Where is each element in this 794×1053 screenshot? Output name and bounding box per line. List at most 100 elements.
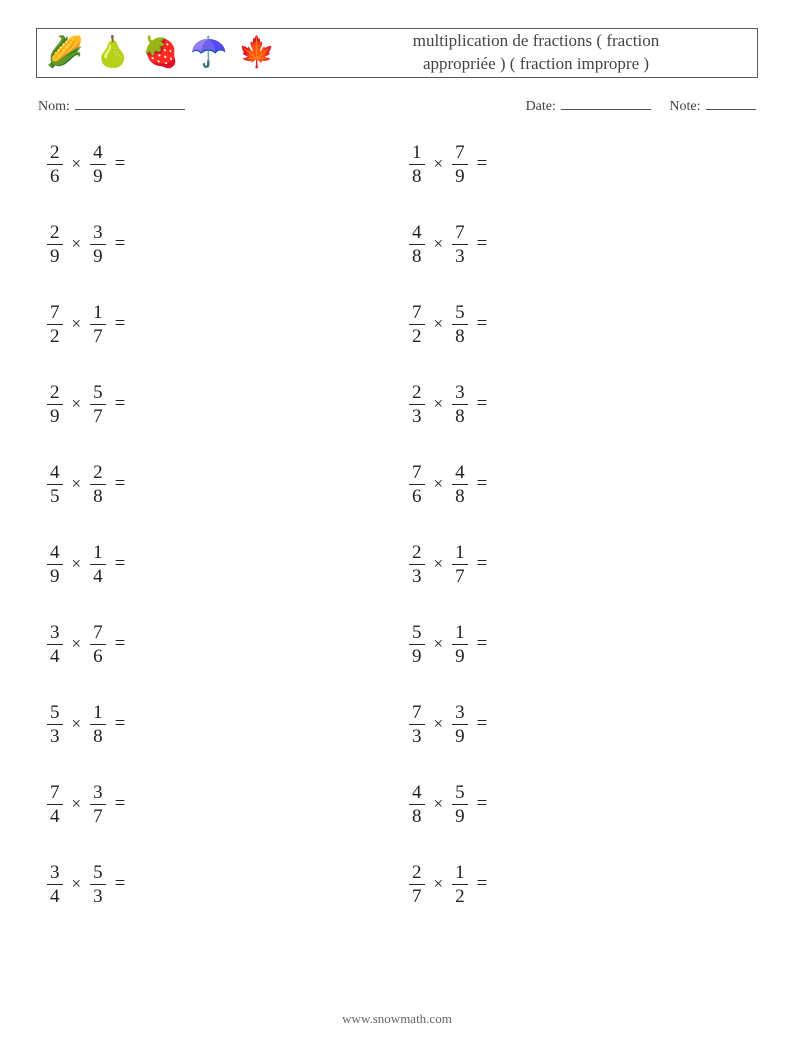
equals-sign: =: [477, 473, 488, 495]
problem: 49×14=: [44, 541, 396, 587]
corn-icon: 🌽: [47, 35, 83, 71]
numerator: 5: [47, 703, 63, 724]
fraction: 28: [90, 463, 106, 506]
worksheet-page: 🌽 🍐 🍓 ☂️ 🍁 multiplication de fractions (…: [0, 0, 794, 1053]
numerator: 3: [90, 223, 106, 244]
denominator: 9: [47, 405, 63, 426]
fraction: 48: [409, 783, 425, 826]
meta-row: Nom: Date: Note:: [36, 96, 758, 115]
numerator: 4: [409, 783, 425, 804]
numerator: 3: [452, 703, 468, 724]
umbrella-icon: ☂️: [191, 35, 227, 71]
equals-sign: =: [115, 233, 126, 255]
equals-sign: =: [477, 713, 488, 735]
numerator: 2: [47, 383, 63, 404]
footer-text: www.snowmath.com: [342, 1011, 452, 1026]
numerator: 7: [90, 623, 106, 644]
problem: 48×59=: [406, 781, 758, 827]
denominator: 9: [452, 645, 468, 666]
equals-sign: =: [115, 873, 126, 895]
denominator: 4: [47, 645, 63, 666]
fraction: 17: [90, 303, 106, 346]
numerator: 4: [47, 543, 63, 564]
header-box: 🌽 🍐 🍓 ☂️ 🍁 multiplication de fractions (…: [36, 28, 758, 78]
name-blank[interactable]: [75, 96, 185, 110]
date-label: Date:: [526, 99, 556, 114]
pear-icon: 🍐: [95, 35, 131, 71]
equals-sign: =: [477, 233, 488, 255]
problem: 72×58=: [406, 301, 758, 347]
denominator: 3: [452, 245, 468, 266]
numerator: 1: [452, 863, 468, 884]
times-operator: ×: [434, 314, 444, 334]
times-operator: ×: [434, 554, 444, 574]
denominator: 2: [409, 325, 425, 346]
denominator: 6: [47, 165, 63, 186]
times-operator: ×: [72, 634, 82, 654]
fraction: 72: [409, 303, 425, 346]
note-blank[interactable]: [706, 96, 756, 110]
meta-name: Nom:: [38, 96, 526, 115]
numerator: 7: [452, 143, 468, 164]
numerator: 2: [47, 223, 63, 244]
fraction: 39: [90, 223, 106, 266]
fraction: 58: [452, 303, 468, 346]
fraction: 59: [452, 783, 468, 826]
denominator: 8: [409, 805, 425, 826]
fraction: 74: [47, 783, 63, 826]
denominator: 7: [452, 565, 468, 586]
equals-sign: =: [115, 313, 126, 335]
fraction: 34: [47, 623, 63, 666]
denominator: 9: [409, 645, 425, 666]
problem: 29×57=: [44, 381, 396, 427]
times-operator: ×: [72, 394, 82, 414]
fraction: 48: [452, 463, 468, 506]
problem: 74×37=: [44, 781, 396, 827]
times-operator: ×: [434, 794, 444, 814]
fraction: 57: [90, 383, 106, 426]
fraction: 18: [90, 703, 106, 746]
fraction: 79: [452, 143, 468, 186]
times-operator: ×: [434, 154, 444, 174]
equals-sign: =: [477, 393, 488, 415]
fraction: 18: [409, 143, 425, 186]
times-operator: ×: [72, 874, 82, 894]
problem: 59×19=: [406, 621, 758, 667]
numerator: 4: [409, 223, 425, 244]
header-icons: 🌽 🍐 🍓 ☂️ 🍁: [47, 35, 275, 71]
problem: 34 × 53 =: [44, 861, 396, 907]
denominator: 8: [90, 725, 106, 746]
numerator: 4: [47, 463, 63, 484]
fraction: 38: [452, 383, 468, 426]
numerator: 3: [47, 623, 63, 644]
denominator: 6: [409, 485, 425, 506]
fraction: 76: [409, 463, 425, 506]
fraction: 59: [409, 623, 425, 666]
times-operator: ×: [434, 234, 444, 254]
denominator: 4: [90, 565, 106, 586]
fraction: 53: [90, 863, 106, 906]
denominator: 2: [452, 885, 468, 906]
problem: 45×28=: [44, 461, 396, 507]
denominator: 7: [90, 805, 106, 826]
denominator: 7: [90, 405, 106, 426]
times-operator: ×: [72, 794, 82, 814]
fraction: 17: [452, 543, 468, 586]
fraction: 73: [452, 223, 468, 266]
equals-sign: =: [477, 153, 488, 175]
denominator: 9: [90, 165, 106, 186]
problem: 26×49=: [44, 141, 396, 187]
times-operator: ×: [434, 874, 444, 894]
title-line-2: appropriée ) ( fraction impropre ): [423, 54, 649, 73]
numerator: 7: [47, 783, 63, 804]
date-blank[interactable]: [561, 96, 651, 110]
numerator: 3: [47, 863, 63, 884]
problem: 53×18=: [44, 701, 396, 747]
problem: 72×17=: [44, 301, 396, 347]
numerator: 7: [409, 303, 425, 324]
denominator: 4: [47, 885, 63, 906]
fraction: 49: [47, 543, 63, 586]
equals-sign: =: [115, 553, 126, 575]
problem: 29×39=: [44, 221, 396, 267]
times-operator: ×: [72, 314, 82, 334]
